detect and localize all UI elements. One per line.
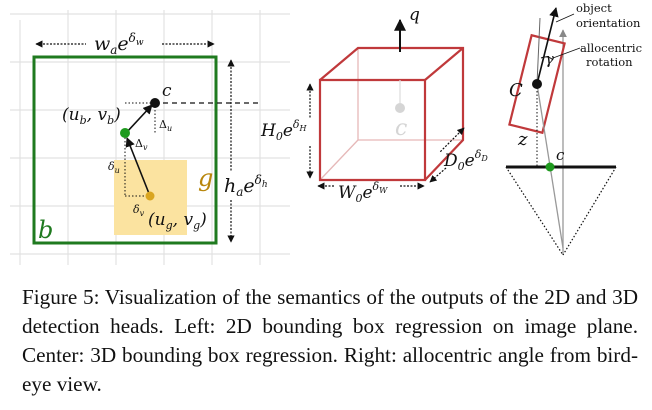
figure-diagram: waeδw haeδh b g c (ub, vb) (ug, vg) Δu Δ… (10, 1, 642, 265)
height-label: haeδh (224, 173, 268, 199)
label-height-3d: H0eδH (260, 118, 308, 143)
point-c (150, 98, 160, 108)
label-small-c: c (556, 146, 565, 164)
label-q: q (409, 5, 420, 25)
bounding-box-b (32, 55, 218, 245)
label-object-orientation-2: orientation (576, 16, 641, 30)
label-gamma: γ (545, 50, 554, 68)
offset-arrow-b (125, 137, 151, 197)
object-center (532, 79, 542, 89)
cuboid-center (395, 103, 405, 113)
point-b (120, 128, 130, 138)
caption-label: Figure 5: (22, 285, 100, 309)
label-big-c: C (509, 80, 523, 101)
box-label-g: g (198, 164, 213, 192)
left-panel: waeδw haeδh b g c (ub, vb) (ug, vg) Δu Δ… (10, 10, 290, 265)
offset-arrow-c (125, 104, 153, 134)
label-delta-u-top: Δu (159, 118, 172, 133)
label-ub-vb: (ub, vb) (62, 105, 121, 127)
label-delta-u-left: δu (108, 160, 120, 175)
label-c: c (162, 81, 172, 101)
label-object-orientation-1: object (576, 1, 612, 15)
orientation-arrow (536, 7, 559, 85)
figure-caption: Figure 5: Visualization of the semantics… (22, 283, 638, 399)
box-label-b: b (38, 216, 53, 244)
caption-text: Visualization of the semantics of the ou… (22, 285, 638, 396)
label-z: z (517, 129, 528, 150)
center-panel: q c H0eδH D0eδD W0eδW (260, 5, 488, 205)
point-g (145, 191, 155, 201)
label-delta-v-top: Δv (135, 137, 148, 152)
label-delta-v-bottom: δv (133, 203, 145, 218)
label-c-faded: c (395, 116, 407, 141)
right-panel: C γ z c object orientation allocentric r… (505, 1, 642, 256)
label-width-3d: W0eδW (338, 180, 388, 205)
label-allocentric-2: rotation (586, 55, 633, 69)
label-allocentric-1: allocentric (580, 41, 642, 55)
label-ug-vg: (ug, vg) (148, 210, 207, 232)
projected-point (545, 162, 555, 172)
label-depth-3d: D0eδD (443, 148, 488, 173)
3d-cuboid (318, 46, 465, 182)
width-label: waeδw (94, 31, 144, 57)
